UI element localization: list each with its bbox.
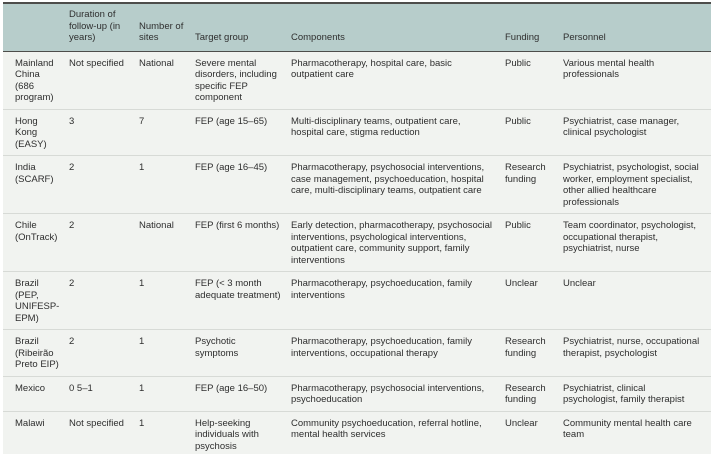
cell-funding: Unclear — [505, 417, 538, 429]
cell-program: Mainland China (686 program) — [3, 51, 69, 110]
cell-sites: 1 — [139, 376, 195, 412]
cell-program: Malawi — [15, 417, 45, 429]
cell-sites: 7 — [139, 109, 195, 156]
col-header-components: Components — [291, 3, 505, 52]
table-row: Mexico 0 5–1 1 FEP (age 16–50) Pharmacot… — [3, 376, 711, 412]
table-header: Duration of follow-up (in years) Number … — [3, 3, 711, 52]
col-header-target: Target group — [195, 3, 291, 52]
cell-duration: Not specified — [69, 417, 124, 429]
cell-target: FEP (< 3 month adequate treatment) — [195, 271, 291, 330]
cell-target: FEP (age 16–50) — [195, 376, 291, 412]
cell-funding: Research funding — [505, 376, 563, 412]
cell-components: Multi-disciplinary teams, outpatient car… — [291, 109, 505, 156]
cell-components: Pharmacotherapy, psychosocial interventi… — [291, 155, 505, 214]
table-row: Hong Kong (EASY) 3 7 FEP (age 15–65) Mul… — [3, 109, 711, 156]
col-header-duration: Duration of follow-up (in years) — [69, 3, 139, 52]
cell-duration: 0 5–1 — [69, 376, 139, 412]
cell-program: India (SCARF) — [3, 155, 69, 214]
cell-personnel: Psychiatrist, nurse, occupational therap… — [563, 329, 711, 377]
cell-personnel: Psychiatrist, clinical psychologist, fam… — [563, 376, 711, 412]
table-body: Mainland China (686 program) Not specifi… — [3, 51, 711, 454]
cell-duration: Not specified — [69, 51, 139, 110]
cell-program: Mexico — [3, 376, 69, 412]
cell-components: Pharmacotherapy, hospital care, basic ou… — [291, 51, 505, 110]
cell-target: Severe mental disorders, including speci… — [195, 51, 291, 110]
cell-personnel: Psychiatrist, case manager, clinical psy… — [563, 109, 711, 156]
table-row: Malawi Not specified 1 Help-seeking indi… — [3, 411, 711, 454]
col-header-sites: Number of sites — [139, 3, 195, 52]
cell-personnel: Community mental health care team — [563, 417, 692, 441]
table-row: India (SCARF) 2 1 FEP (age 16–45) Pharma… — [3, 155, 711, 214]
program-comparison-table: Duration of follow-up (in years) Number … — [3, 2, 711, 454]
cell-duration: 2 — [69, 155, 139, 214]
cell-target: Help-seeking individuals with psychosis — [195, 417, 259, 452]
cell-personnel: Various mental health professionals — [563, 51, 711, 110]
cell-components: Community psychoeducation, referral hotl… — [291, 417, 482, 441]
col-header-personnel: Personnel — [563, 3, 711, 52]
cell-components: Pharmacotherapy, psychosocial interventi… — [291, 376, 505, 412]
cell-personnel: Unclear — [563, 271, 711, 330]
cell-program: Hong Kong (EASY) — [3, 109, 69, 156]
cell-components: Pharmacotherapy, psychoeducation, family… — [291, 271, 505, 330]
header-row: Duration of follow-up (in years) Number … — [3, 3, 711, 52]
cell-duration: 2 — [69, 213, 139, 272]
cell-sites: 1 — [139, 155, 195, 214]
cell-funding: Research funding — [505, 155, 563, 214]
cell-components: Early detection, pharmacotherapy, psycho… — [291, 213, 505, 272]
table-row: Brazil (PEP, UNIFESP-EPM) 2 1 FEP (< 3 m… — [3, 271, 711, 330]
cell-sites: National — [139, 51, 195, 110]
cell-funding: Unclear — [505, 271, 563, 330]
cell-duration: 3 — [69, 109, 139, 156]
cell-target: Psychotic symptoms — [195, 329, 291, 377]
cell-funding: Public — [505, 109, 563, 156]
cell-target: FEP (age 16–45) — [195, 155, 291, 214]
cell-sites: National — [139, 213, 195, 272]
cell-sites: 1 — [139, 271, 195, 330]
cell-components: Pharmacotherapy, psychoeducation, family… — [291, 329, 505, 377]
col-header-program — [3, 3, 69, 52]
cell-target: FEP (age 15–65) — [195, 109, 291, 156]
cell-duration: 2 — [69, 271, 139, 330]
cell-funding: Public — [505, 51, 563, 110]
cell-personnel: Psychiatrist, psychologist, social worke… — [563, 155, 711, 214]
cell-funding: Research funding — [505, 329, 563, 377]
col-header-funding: Funding — [505, 3, 563, 52]
cell-program: Chile (OnTrack) — [3, 213, 69, 272]
table-row: Chile (OnTrack) 2 National FEP (first 6 … — [3, 213, 711, 272]
cell-personnel: Team coordinator, psychologist, occupati… — [563, 213, 711, 272]
cell-duration: 2 — [69, 329, 139, 377]
cell-sites: 1 — [139, 329, 195, 377]
table-row: Brazil (Ribeirão Preto EIP) 2 1 Psychoti… — [3, 329, 711, 377]
cell-program: Brazil (PEP, UNIFESP-EPM) — [3, 271, 69, 330]
cell-program: Brazil (Ribeirão Preto EIP) — [3, 329, 69, 377]
cell-target: FEP (first 6 months) — [195, 213, 291, 272]
cell-sites: 1 — [139, 417, 145, 429]
cell-funding: Public — [505, 213, 563, 272]
table-row: Mainland China (686 program) Not specifi… — [3, 51, 711, 110]
